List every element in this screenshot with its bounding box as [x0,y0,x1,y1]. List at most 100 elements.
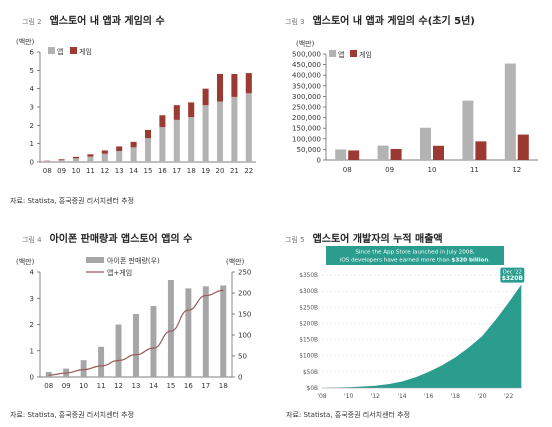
fig2-x-tick-label: 20 [216,167,225,175]
fig5-banner-highlight: $320 billion [451,258,488,264]
fig4-left-tick-label: 1 [30,347,34,355]
fig2-x-tick-label: 13 [115,167,124,175]
fig2-y-tick-label: 0 [30,159,34,167]
fig2-bar-game [144,129,152,139]
fig4-bar-iphone-sales [202,286,209,377]
fig2-bar-app [87,156,94,162]
fig3-bar-game [475,141,487,160]
fig2-bar-game [159,115,166,128]
fig3-legend-swatch-app [329,50,336,57]
fig3-legend-game: 게임 [359,50,372,59]
fig2-y-tick-label: 2 [30,122,34,130]
fig2-bar-app [58,160,65,162]
fig4-bar-iphone-sales [45,371,52,377]
fig4-right-tick-label: 200 [238,290,251,298]
fig2-bar-app [173,119,180,162]
fig2-bar-app [231,96,238,162]
fig5-callout-value: $320B [502,275,524,282]
fig2-x-tick-label: 10 [72,167,81,175]
fig3-y-tick-label: 300,000 [292,93,321,101]
fig5-x-tick-label: '22 [504,393,513,400]
fig2-x-tick-label: 18 [187,167,196,175]
fig3-bar-game [348,150,360,160]
fig2-x-tick-label: 16 [158,167,167,175]
fig3-y-tick-label: 450,000 [292,61,321,69]
fig3-bar-app [504,63,516,160]
fig2-y-tick-label: 1 [30,140,34,148]
fig2-bar-game [116,146,123,151]
fig2-x-tick-label: 19 [201,167,210,175]
fig4-right-tick-label: 150 [238,311,251,319]
fig3-unit: (백만) [296,39,315,48]
fig4-right-tick-label: 100 [238,332,251,340]
fig5-area [322,284,522,388]
fig3-legend-app: 앱 [338,51,344,59]
fig5-banner-line2-end: . [488,258,490,264]
fig4-right-unit: (백만) [226,257,245,266]
fig3-bar-app [420,127,431,160]
fig4-legend-swatch-bars [86,257,104,263]
fig5-y-tick-label: $150B [299,338,318,344]
fig5-y-tick-label: $350B [299,273,318,279]
fig2-bar-game [231,74,238,97]
fig5-y-tick-label: $50B [303,370,318,376]
fig3-y-tick-label: 0 [317,157,321,165]
fig2-bar-app [101,153,108,162]
fig2-title: 그림 2 앱스토어 내 앱과 게임의 수 [22,16,165,27]
fig2-y-tick-label: 6 [30,49,35,57]
fig2-bar-game [130,141,137,148]
fig4-chart: (백만) (백만)아이폰 판매량(우)앱+게임012340501001502002… [16,256,251,390]
fig2-legend-app: 앱 [57,48,63,56]
fig2-legend-game: 게임 [79,47,92,56]
fig4-legend-line: 앱+게임 [107,268,132,277]
fig5-title: 그림 5 앱스토어 개발자의 누적 매출액 [285,234,443,245]
fig5-y-tick-label: $250B [299,305,318,311]
fig4-bar-iphone-sales [150,306,157,377]
fig3-bar-app [377,145,389,160]
fig2-bar-game [58,159,65,161]
fig2-x-tick-label: 17 [172,167,181,175]
fig2-x-tick-label: 11 [86,167,95,175]
fig3-x-tick-label: 08 [343,166,352,174]
fig2-bar-game [101,150,108,154]
fig5-banner [326,246,504,265]
fig2-x-tick-label: 09 [57,167,66,175]
fig4-line-apps-games [48,289,224,376]
fig2-bar-app [159,127,166,162]
fig2-y-tick-label: 3 [30,104,34,112]
fig4-left-unit: (백만) [16,257,35,266]
fig4-x-tick-label: 13 [132,382,141,390]
fig5-y-tick-label: $300B [299,289,318,295]
fig4-left-tick-label: 0 [30,374,34,382]
fig4-x-tick-label: 18 [219,382,228,390]
fig2-bar-game [216,74,224,102]
fig2-bar-game [202,88,209,106]
fig2-legend-swatch-app [48,47,55,54]
fig5-x-tick-label: '18 [451,393,460,400]
fig3-y-tick-label: 500,000 [292,51,321,59]
fig3-y-tick-label: 350,000 [292,82,321,90]
fig4-x-tick-label: 16 [184,382,193,390]
fig2-x-tick-label: 22 [244,167,253,175]
fig4-bar-iphone-sales [98,346,105,377]
fig2-bar-app [144,138,152,162]
fig2-unit: (백만) [16,37,35,46]
fig3-y-tick-label: 150,000 [292,125,321,133]
fig3-bar-game [433,145,444,160]
fig4-left-tick-label: 4 [30,269,35,277]
fig2-bar-app [188,117,195,162]
fig3-x-tick-label: 12 [512,166,521,174]
fig3-y-tick-label: 400,000 [292,72,321,80]
fig4-bar-iphone-sales [133,314,139,377]
fig4-x-tick-label: 10 [79,382,88,390]
fig4-right-tick-label: 250 [238,269,251,277]
fig3-y-tick-label: 50,000 [297,146,322,154]
fig4-right-tick-label: 50 [238,353,247,361]
fig4-bar-iphone-sales [167,279,174,377]
fig4-bar-iphone-sales [220,285,227,377]
fig5-callout-box [500,267,525,283]
fig4-x-tick-label: 12 [114,382,123,390]
fig3-y-tick-label: 100,000 [292,135,321,143]
fig2-x-tick-label: 14 [129,167,138,175]
